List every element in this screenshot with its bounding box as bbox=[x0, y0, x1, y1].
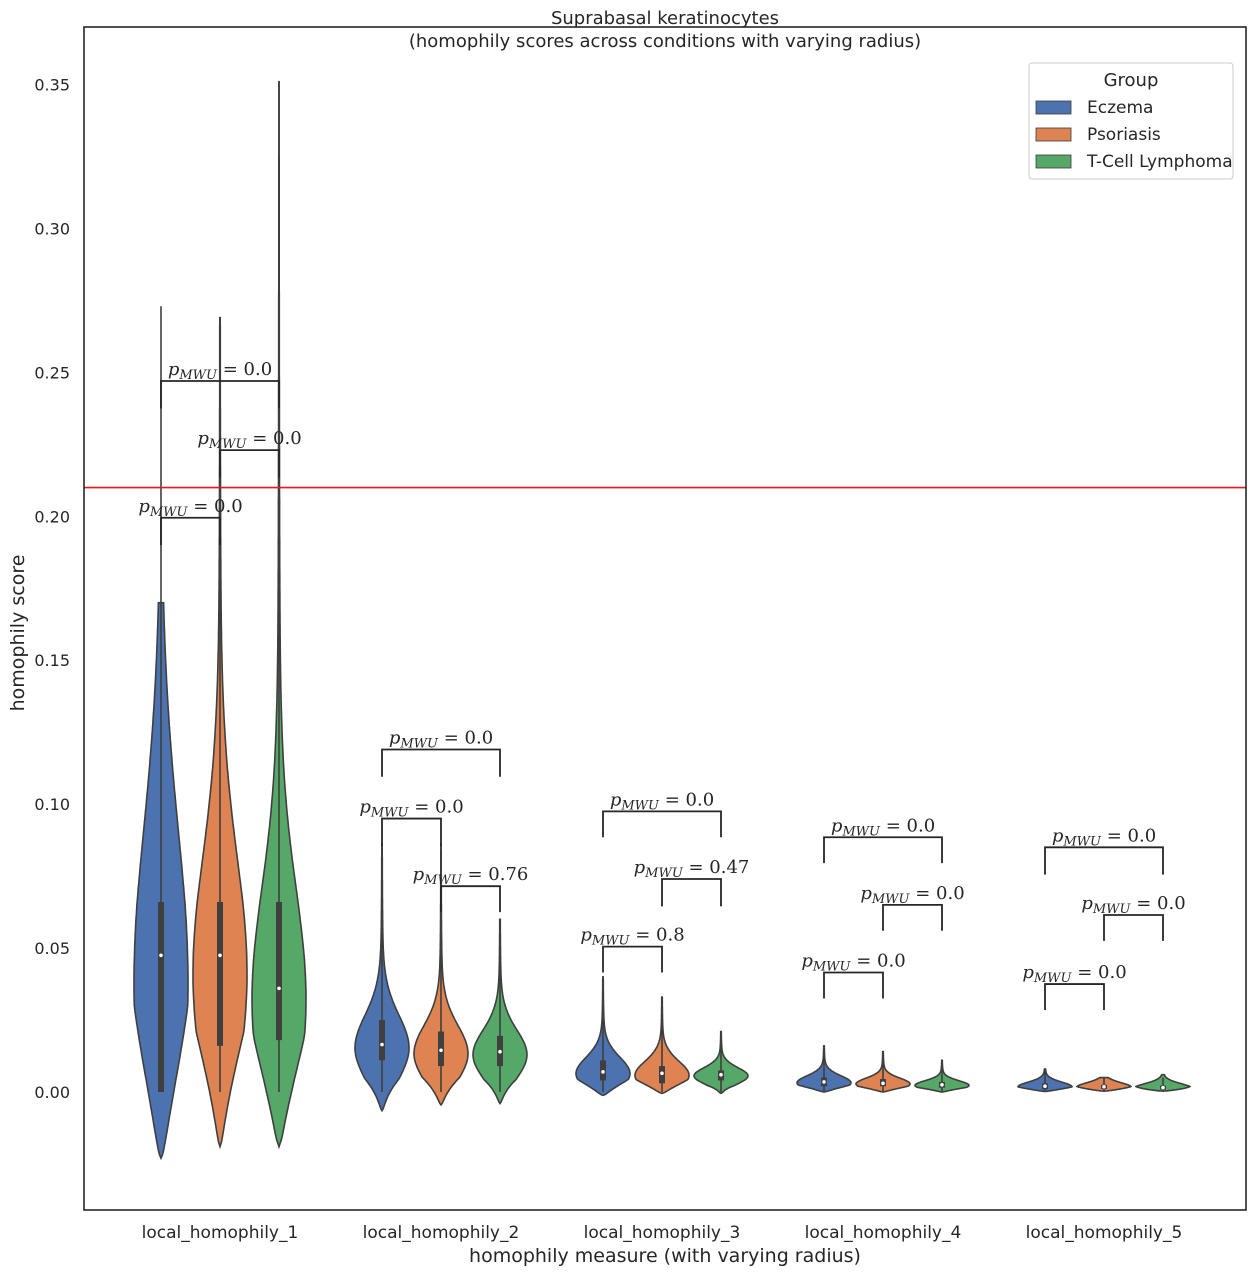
axes-frame bbox=[83, 26, 1247, 1211]
y-tick-label: 0.05 bbox=[34, 939, 70, 958]
y-axis-label: homophily score bbox=[7, 555, 29, 712]
p-value-label: pMWU = 0.0 bbox=[197, 428, 301, 452]
significance-bracket bbox=[219, 449, 280, 478]
p-value-label: pMWU = 0.0 bbox=[1052, 825, 1156, 849]
violin-median-point bbox=[159, 953, 163, 958]
y-tick-label: 0.20 bbox=[34, 507, 70, 526]
violin-median-point bbox=[1161, 1085, 1165, 1090]
p-value-label: pMWU = 0.0 bbox=[168, 359, 272, 383]
significance-bracket bbox=[381, 748, 501, 777]
significance-bracket bbox=[160, 516, 221, 546]
y-tick-label: 0.35 bbox=[34, 76, 70, 95]
violin-median-point bbox=[277, 986, 281, 991]
significance-bracket bbox=[1044, 983, 1105, 1010]
legend-title: Group bbox=[1104, 70, 1159, 91]
x-tick-label: local_homophily_4 bbox=[805, 1223, 962, 1243]
x-tick-label: local_homophily_2 bbox=[363, 1223, 520, 1243]
legend-swatch-eczema bbox=[1035, 100, 1072, 115]
p-value-label: pMWU = 0.0 bbox=[610, 789, 714, 813]
x-axis-label: homophily measure (with varying radius) bbox=[469, 1245, 861, 1267]
legend-label-t-cell-lymphoma: T-Cell Lymphoma bbox=[1086, 152, 1233, 172]
legend-label-psoriasis: Psoriasis bbox=[1087, 125, 1161, 145]
significance-bracket bbox=[1044, 846, 1164, 875]
p-value-label: pMWU = 0.0 bbox=[801, 951, 905, 975]
violin-median-point bbox=[1043, 1084, 1047, 1089]
p-value-label: pMWU = 0.0 bbox=[138, 496, 242, 520]
violin-median-point bbox=[822, 1080, 826, 1084]
violin-median-point bbox=[218, 953, 222, 958]
p-value-label: pMWU = 0.0 bbox=[831, 815, 935, 839]
violin-median-point bbox=[719, 1072, 723, 1077]
x-tick-label: local_homophily_1 bbox=[142, 1223, 299, 1243]
violin-median-point bbox=[439, 1048, 443, 1053]
significance-bracket bbox=[882, 903, 943, 931]
significance-bracket bbox=[823, 971, 884, 999]
violin-median-point bbox=[1102, 1085, 1106, 1089]
significance-bracket bbox=[440, 885, 501, 913]
plot-area: pMWU = 0.0 pMWU = 0.0 pMWU = 0.0 pMWU = 0.0… bbox=[84, 80, 1246, 1161]
x-tick-label: local_homophily_5 bbox=[1026, 1223, 1183, 1243]
significance-bracket bbox=[602, 810, 722, 838]
significance-bracket bbox=[160, 380, 280, 409]
violin-median-point bbox=[380, 1042, 384, 1047]
p-value-label: pMWU = 0.47 bbox=[634, 857, 750, 881]
p-value-label: pMWU = 0.0 bbox=[359, 797, 463, 821]
legend: Group Eczema Psoriasis T-Cell Lymphoma bbox=[1028, 62, 1234, 180]
violin-median-point bbox=[940, 1082, 944, 1087]
p-value-label: pMWU = 0.8 bbox=[580, 925, 684, 949]
axes: 0.00 0.05 0.10 0.15 0.20 0.25 0.30 0.35 local_ho… bbox=[34, 26, 1247, 1243]
legend-frame bbox=[1028, 62, 1234, 180]
p-value-label: pMWU = 0.0 bbox=[860, 883, 964, 907]
violin-median-point bbox=[660, 1071, 664, 1076]
y-tick-label: 0.30 bbox=[34, 219, 70, 238]
significance-bracket bbox=[661, 878, 722, 907]
y-tick-label: 0.25 bbox=[34, 363, 70, 382]
legend-swatch-t-cell-lymphoma bbox=[1035, 154, 1072, 169]
significance-bracket bbox=[823, 836, 943, 864]
legend-label-eczema: Eczema bbox=[1087, 98, 1153, 118]
significance-bracket bbox=[1103, 914, 1164, 941]
significance-bracket bbox=[602, 945, 663, 973]
p-value-label: pMWU = 0.0 bbox=[389, 727, 493, 751]
p-value-label: pMWU = 0.0 bbox=[1022, 962, 1126, 986]
violin-median-point bbox=[498, 1049, 502, 1054]
p-value-label: pMWU = 0.76 bbox=[413, 864, 529, 888]
chart-title: Suprabasal keratinocytes bbox=[551, 8, 779, 29]
legend-swatch-psoriasis bbox=[1035, 127, 1072, 142]
violin-median-point bbox=[881, 1081, 885, 1086]
y-tick-label: 0.15 bbox=[34, 651, 70, 670]
p-value-label: pMWU = 0.0 bbox=[1081, 893, 1185, 917]
violin-median-point bbox=[601, 1070, 605, 1074]
y-tick-label: 0.10 bbox=[34, 795, 70, 814]
chart-subtitle: (homophily scores across conditions with… bbox=[409, 31, 921, 52]
significance-bracket bbox=[381, 817, 442, 846]
x-tick-label: local_homophily_3 bbox=[584, 1223, 741, 1243]
y-tick-label: 0.00 bbox=[34, 1083, 70, 1102]
